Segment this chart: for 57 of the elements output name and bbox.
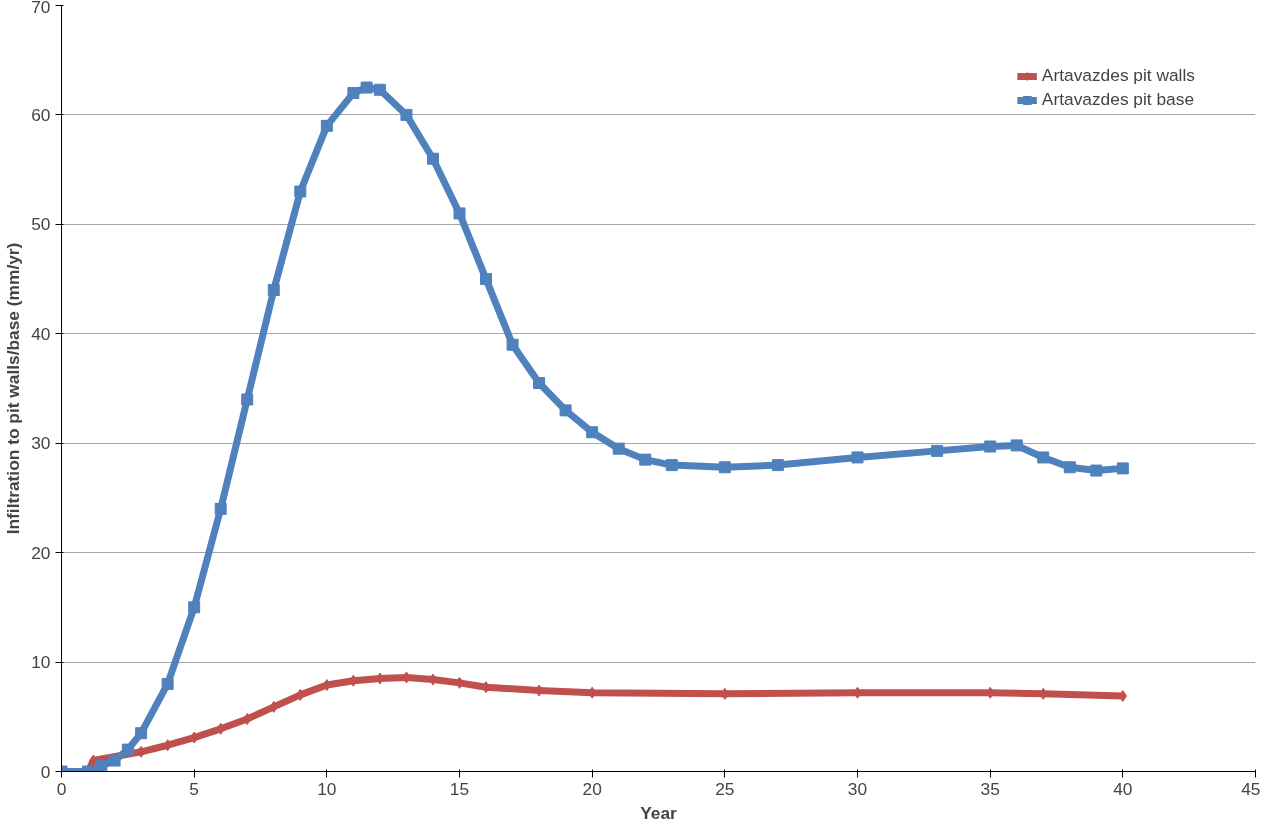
y-tick-label: 0 bbox=[40, 761, 51, 782]
point bbox=[718, 461, 731, 474]
point bbox=[931, 444, 944, 457]
x-tick-label: 20 bbox=[582, 778, 602, 799]
point bbox=[1037, 451, 1050, 464]
x-tick-label: 35 bbox=[980, 778, 1000, 799]
point bbox=[533, 377, 546, 390]
point bbox=[360, 81, 373, 94]
point bbox=[506, 338, 519, 351]
x-tick-label: 15 bbox=[449, 778, 470, 799]
y-tick-label: 60 bbox=[31, 104, 51, 125]
y-tick-label: 30 bbox=[31, 433, 51, 454]
y-tick-label: 10 bbox=[31, 652, 51, 673]
point bbox=[373, 83, 386, 96]
legend-label: Artavazdes pit walls bbox=[1041, 65, 1195, 86]
point bbox=[294, 185, 307, 198]
x-tick-label: 0 bbox=[56, 778, 67, 799]
point bbox=[453, 207, 466, 220]
x-tick-label: 25 bbox=[715, 778, 735, 799]
legend-label: Artavazdes pit base bbox=[1041, 89, 1195, 110]
x-tick-label: 40 bbox=[1113, 778, 1133, 799]
point bbox=[347, 87, 360, 100]
point bbox=[426, 152, 439, 165]
y-tick-label: 20 bbox=[31, 542, 51, 563]
point bbox=[771, 459, 784, 472]
point bbox=[108, 754, 121, 767]
point bbox=[267, 284, 280, 297]
point bbox=[241, 393, 254, 406]
point bbox=[665, 459, 678, 472]
point bbox=[984, 440, 997, 453]
point bbox=[586, 426, 599, 439]
point bbox=[121, 743, 134, 756]
point bbox=[559, 404, 572, 417]
point bbox=[95, 760, 108, 772]
y-tick-label: 40 bbox=[31, 323, 51, 344]
point bbox=[1090, 464, 1103, 477]
x-tick-label: 10 bbox=[317, 778, 337, 799]
point bbox=[612, 442, 625, 455]
point bbox=[480, 273, 493, 286]
point bbox=[135, 727, 148, 740]
x-tick-label: 5 bbox=[189, 778, 199, 799]
point bbox=[1010, 439, 1023, 452]
y-axis-title: Infiltration to pit walls/base (mm/yr) bbox=[3, 242, 24, 535]
point bbox=[1063, 461, 1076, 474]
x-tick-label: 30 bbox=[847, 778, 868, 799]
point bbox=[1116, 462, 1129, 475]
point bbox=[161, 677, 174, 690]
point bbox=[320, 119, 333, 132]
x-tick-label: 45 bbox=[1241, 778, 1261, 799]
point bbox=[851, 451, 864, 464]
x-axis-title: Year bbox=[640, 802, 678, 823]
point bbox=[214, 502, 227, 515]
point bbox=[639, 453, 652, 466]
y-tick-label: 70 bbox=[31, 0, 51, 17]
point bbox=[400, 108, 413, 121]
y-tick-label: 50 bbox=[31, 214, 51, 235]
point bbox=[188, 601, 201, 614]
